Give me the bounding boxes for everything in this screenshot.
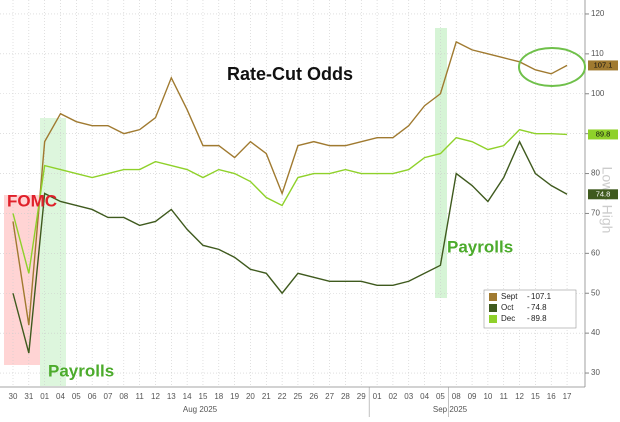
x-tick-label: 31 (24, 392, 33, 401)
x-tick-label: 30 (9, 392, 18, 401)
y-tick-label: 40 (591, 328, 600, 337)
x-tick-label: 15 (199, 392, 208, 401)
x-tick-label: 20 (246, 392, 255, 401)
series-line (12, 139, 568, 354)
x-tick-label: 27 (325, 392, 334, 401)
x-tick-label: 28 (341, 392, 350, 401)
x-tick-label: 01 (373, 392, 382, 401)
plot (0, 0, 589, 417)
x-tick-label: 22 (278, 392, 287, 401)
x-tick-label: 18 (214, 392, 223, 401)
x-tick-label: 05 (436, 392, 445, 401)
x-tick-label: 29 (357, 392, 366, 401)
end-value-label: 107.1 (594, 60, 613, 69)
y-tick-label: 80 (591, 169, 600, 178)
x-tick-label: 04 (56, 392, 65, 401)
x-tick-label: 26 (309, 392, 318, 401)
end-value-tag (588, 189, 618, 200)
payrolls-region (40, 118, 66, 386)
x-tick-label: 19 (230, 392, 239, 401)
annotation: Payrolls (447, 237, 513, 256)
legend-swatch (489, 304, 497, 312)
x-tick-label: 01 (40, 392, 49, 401)
y-tick-label: 100 (591, 89, 605, 98)
x-tick-label: 03 (404, 392, 413, 401)
legend-value: 107.1 (531, 292, 552, 301)
end-value-tag (588, 60, 618, 71)
y-tick-label: 120 (591, 9, 605, 18)
payrolls-region (435, 28, 447, 298)
highlight-ellipse (518, 47, 586, 87)
x-tick-label: 11 (500, 392, 509, 401)
x-tick-label: 14 (183, 392, 192, 401)
annotation: FOMC (7, 191, 57, 210)
series-line (12, 128, 568, 274)
legend-swatch (489, 315, 497, 323)
x-tick-label: 25 (293, 392, 302, 401)
chart-title: Rate-Cut Odds (227, 64, 353, 84)
series-line (12, 40, 568, 326)
end-value-tag (588, 129, 618, 140)
legend-dash: - (527, 314, 530, 323)
legend-swatch (489, 293, 497, 301)
y-tick-label: 110 (591, 49, 604, 58)
y-tick-label: 60 (591, 248, 600, 257)
x-tick-label: 15 (531, 392, 540, 401)
x-tick-label: 13 (167, 392, 176, 401)
x-tick-label: 21 (262, 392, 271, 401)
legend-value: 89.8 (531, 314, 547, 323)
end-value-label: 74.8 (596, 189, 611, 198)
x-tick-label: 17 (563, 392, 572, 401)
end-value-label: 89.8 (596, 129, 611, 138)
legend (483, 289, 577, 329)
month-label: Sep 2025 (433, 405, 468, 414)
month-label: Aug 2025 (183, 405, 218, 414)
x-tick-label: 12 (515, 392, 524, 401)
legend-label: Dec (501, 314, 515, 323)
legend-value: 74.8 (531, 303, 547, 312)
y-tick-label: 30 (591, 368, 600, 377)
x-tick-label: 08 (452, 392, 461, 401)
x-tick-label: 16 (547, 392, 556, 401)
y-tick-label: 70 (591, 209, 600, 218)
x-tick-label: 04 (420, 392, 429, 401)
legend-dash: - (527, 292, 530, 301)
axis-label: Low - High (599, 167, 615, 234)
x-tick-label: 05 (72, 392, 81, 401)
y-tick-label: 50 (591, 288, 600, 297)
x-tick-label: 09 (468, 392, 477, 401)
x-tick-label: 02 (388, 392, 397, 401)
x-tick-label: 08 (119, 392, 128, 401)
legend-label: Sept (501, 292, 518, 301)
x-tick-label: 07 (104, 392, 113, 401)
x-tick-label: 12 (151, 392, 160, 401)
x-tick-label: 06 (88, 392, 97, 401)
x-tick-label: 11 (135, 392, 144, 401)
legend-label: Oct (501, 303, 514, 312)
x-tick-label: 10 (483, 392, 492, 401)
legend-dash: - (527, 303, 530, 312)
annotation: Payrolls (48, 361, 114, 380)
